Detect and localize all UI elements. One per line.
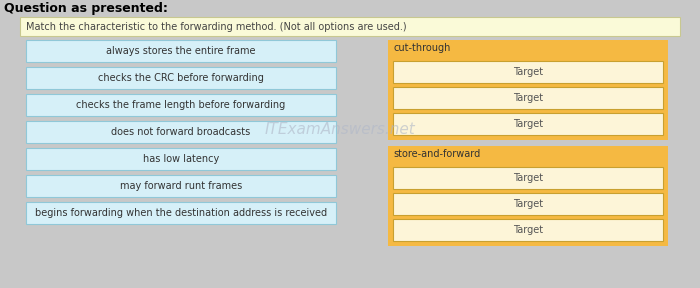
Text: Target: Target xyxy=(513,119,543,129)
Text: Match the characteristic to the forwarding method. (Not all options are used.): Match the characteristic to the forwardi… xyxy=(26,22,407,31)
FancyBboxPatch shape xyxy=(26,67,336,89)
Text: may forward runt frames: may forward runt frames xyxy=(120,181,242,191)
FancyBboxPatch shape xyxy=(393,61,663,83)
Text: Target: Target xyxy=(513,173,543,183)
FancyBboxPatch shape xyxy=(26,148,336,170)
FancyBboxPatch shape xyxy=(20,17,680,36)
Text: always stores the entire frame: always stores the entire frame xyxy=(106,46,256,56)
FancyBboxPatch shape xyxy=(393,87,663,109)
FancyBboxPatch shape xyxy=(26,121,336,143)
Text: checks the frame length before forwarding: checks the frame length before forwardin… xyxy=(76,100,286,110)
Text: Target: Target xyxy=(513,67,543,77)
Text: Question as presented:: Question as presented: xyxy=(4,2,168,15)
Text: ITExamAnswers.net: ITExamAnswers.net xyxy=(265,122,415,137)
Text: store-and-forward: store-and-forward xyxy=(393,149,480,159)
Text: Target: Target xyxy=(513,225,543,235)
FancyBboxPatch shape xyxy=(26,175,336,197)
Text: has low latency: has low latency xyxy=(143,154,219,164)
Text: Target: Target xyxy=(513,93,543,103)
Text: checks the CRC before forwarding: checks the CRC before forwarding xyxy=(98,73,264,83)
Text: cut-through: cut-through xyxy=(393,43,450,53)
Text: does not forward broadcasts: does not forward broadcasts xyxy=(111,127,251,137)
FancyBboxPatch shape xyxy=(393,193,663,215)
FancyBboxPatch shape xyxy=(26,202,336,224)
FancyBboxPatch shape xyxy=(26,40,336,62)
FancyBboxPatch shape xyxy=(388,40,668,140)
FancyBboxPatch shape xyxy=(393,167,663,189)
FancyBboxPatch shape xyxy=(26,94,336,116)
Text: begins forwarding when the destination address is received: begins forwarding when the destination a… xyxy=(35,208,327,218)
FancyBboxPatch shape xyxy=(388,146,668,246)
Text: Target: Target xyxy=(513,199,543,209)
FancyBboxPatch shape xyxy=(393,113,663,135)
FancyBboxPatch shape xyxy=(393,219,663,241)
